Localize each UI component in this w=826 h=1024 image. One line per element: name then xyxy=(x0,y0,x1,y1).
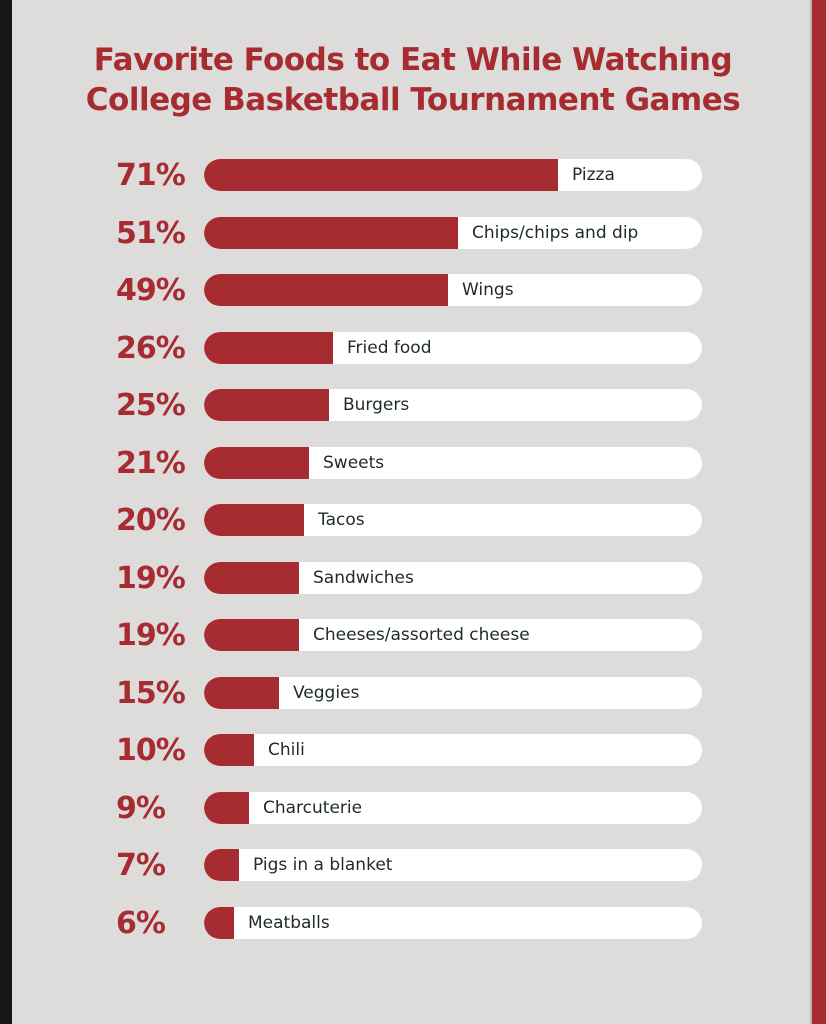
bar-track: Pigs in a blanket xyxy=(204,849,702,881)
bar-row: 51% Chips/chips and dip xyxy=(0,216,826,251)
bar-fill xyxy=(204,447,309,479)
bar-fill xyxy=(204,619,299,651)
bar-track: Meatballs xyxy=(204,907,702,939)
bar-category-label: Sandwiches xyxy=(313,568,414,588)
bar-row: 20% Tacos xyxy=(0,503,826,538)
bar-fill xyxy=(204,504,304,536)
bar-fill xyxy=(204,274,448,306)
bar-value-label: 25% xyxy=(116,388,186,423)
bar-value-label: 21% xyxy=(116,446,186,481)
bar-category-label: Fried food xyxy=(347,338,432,358)
bar-fill xyxy=(204,217,458,249)
bar-fill xyxy=(204,332,333,364)
bar-track: Pizza xyxy=(204,159,702,191)
bar-value-label: 19% xyxy=(116,561,186,596)
bar-value-label: 26% xyxy=(116,331,186,366)
bar-value-label: 49% xyxy=(116,273,186,308)
bar-fill xyxy=(204,159,558,191)
bar-value-label: 19% xyxy=(116,618,186,653)
chart-title-line-1: Favorite Foods to Eat While Watching xyxy=(93,42,733,78)
bar-track: Cheeses/assorted cheese xyxy=(204,619,702,651)
bar-row: 15% Veggies xyxy=(0,676,826,711)
bar-category-label: Burgers xyxy=(343,395,410,415)
bar-category-label: Meatballs xyxy=(248,913,330,933)
bar-row: 9% Charcuterie xyxy=(0,791,826,826)
bar-row: 26% Fried food xyxy=(0,331,826,366)
right-accent-strip xyxy=(812,0,826,1024)
bar-row: 6% Meatballs xyxy=(0,906,826,941)
bar-value-label: 15% xyxy=(116,676,186,711)
bar-track: Tacos xyxy=(204,504,702,536)
bar-category-label: Cheeses/assorted cheese xyxy=(313,625,530,645)
bar-fill xyxy=(204,734,254,766)
bar-track: Sandwiches xyxy=(204,562,702,594)
bar-track: Wings xyxy=(204,274,702,306)
bar-track: Sweets xyxy=(204,447,702,479)
bar-track: Veggies xyxy=(204,677,702,709)
bar-row: 21% Sweets xyxy=(0,446,826,481)
bar-fill xyxy=(204,562,299,594)
bar-row: 25% Burgers xyxy=(0,388,826,423)
bar-category-label: Wings xyxy=(462,280,514,300)
bar-category-label: Chili xyxy=(268,740,305,760)
bar-track: Fried food xyxy=(204,332,702,364)
bar-value-label: 7% xyxy=(116,848,166,883)
bar-row: 71% Pizza xyxy=(0,158,826,193)
bar-row: 49% Wings xyxy=(0,273,826,308)
bar-value-label: 20% xyxy=(116,503,186,538)
bar-value-label: 71% xyxy=(116,158,186,193)
bar-category-label: Charcuterie xyxy=(263,798,363,818)
bar-row: 19% Sandwiches xyxy=(0,561,826,596)
bar-track: Burgers xyxy=(204,389,702,421)
bar-row: 10% Chili xyxy=(0,733,826,768)
bar-row: 7% Pigs in a blanket xyxy=(0,848,826,883)
bar-value-label: 6% xyxy=(116,906,166,941)
chart-title: Favorite Foods to Eat While Watching Col… xyxy=(70,40,756,120)
bar-row: 19% Cheeses/assorted cheese xyxy=(0,618,826,653)
bar-track: Charcuterie xyxy=(204,792,702,824)
bar-value-label: 9% xyxy=(116,791,166,826)
bar-fill xyxy=(204,792,249,824)
bar-fill xyxy=(204,389,329,421)
bar-category-label: Tacos xyxy=(318,510,365,530)
bar-fill xyxy=(204,677,279,709)
bar-category-label: Veggies xyxy=(293,683,360,703)
bar-value-label: 10% xyxy=(116,733,186,768)
bar-category-label: Pizza xyxy=(572,165,615,185)
bar-track: Chips/chips and dip xyxy=(204,217,702,249)
bar-fill xyxy=(204,907,234,939)
bar-category-label: Pigs in a blanket xyxy=(253,855,393,875)
bar-fill xyxy=(204,849,239,881)
left-edge-strip xyxy=(0,0,12,1024)
right-edge-divider xyxy=(810,0,812,1024)
bar-track: Chili xyxy=(204,734,702,766)
bar-category-label: Sweets xyxy=(323,453,385,473)
chart-title-line-2: College Basketball Tournament Games xyxy=(85,82,741,118)
bar-category-label: Chips/chips and dip xyxy=(472,223,639,243)
bar-value-label: 51% xyxy=(116,216,186,251)
